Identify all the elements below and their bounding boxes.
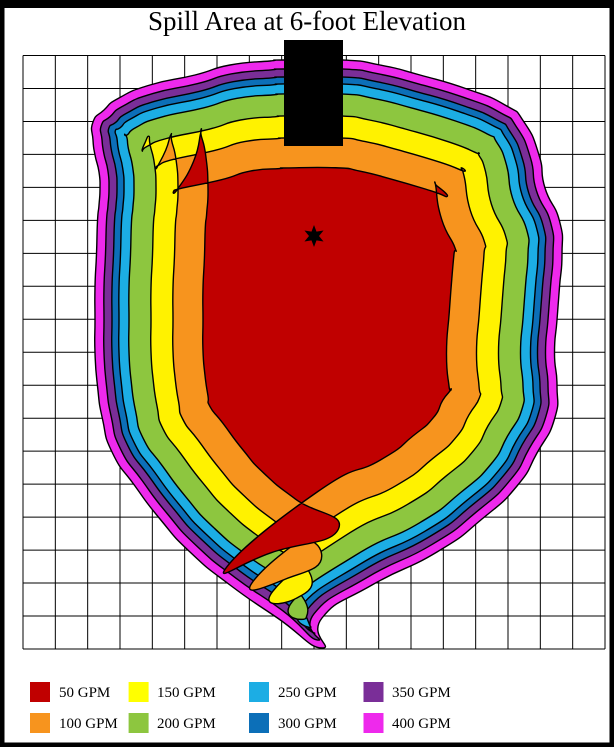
svg-text:300 GPM: 300 GPM: [278, 716, 337, 732]
svg-text:250 GPM: 250 GPM: [278, 685, 337, 701]
svg-text:350 GPM: 350 GPM: [392, 685, 451, 701]
svg-text:150 GPM: 150 GPM: [157, 685, 216, 701]
svg-text:100 GPM: 100 GPM: [59, 716, 118, 732]
svg-text:50 GPM: 50 GPM: [59, 685, 110, 701]
svg-text:200 GPM: 200 GPM: [157, 716, 216, 732]
svg-text:400 GPM: 400 GPM: [392, 716, 451, 732]
